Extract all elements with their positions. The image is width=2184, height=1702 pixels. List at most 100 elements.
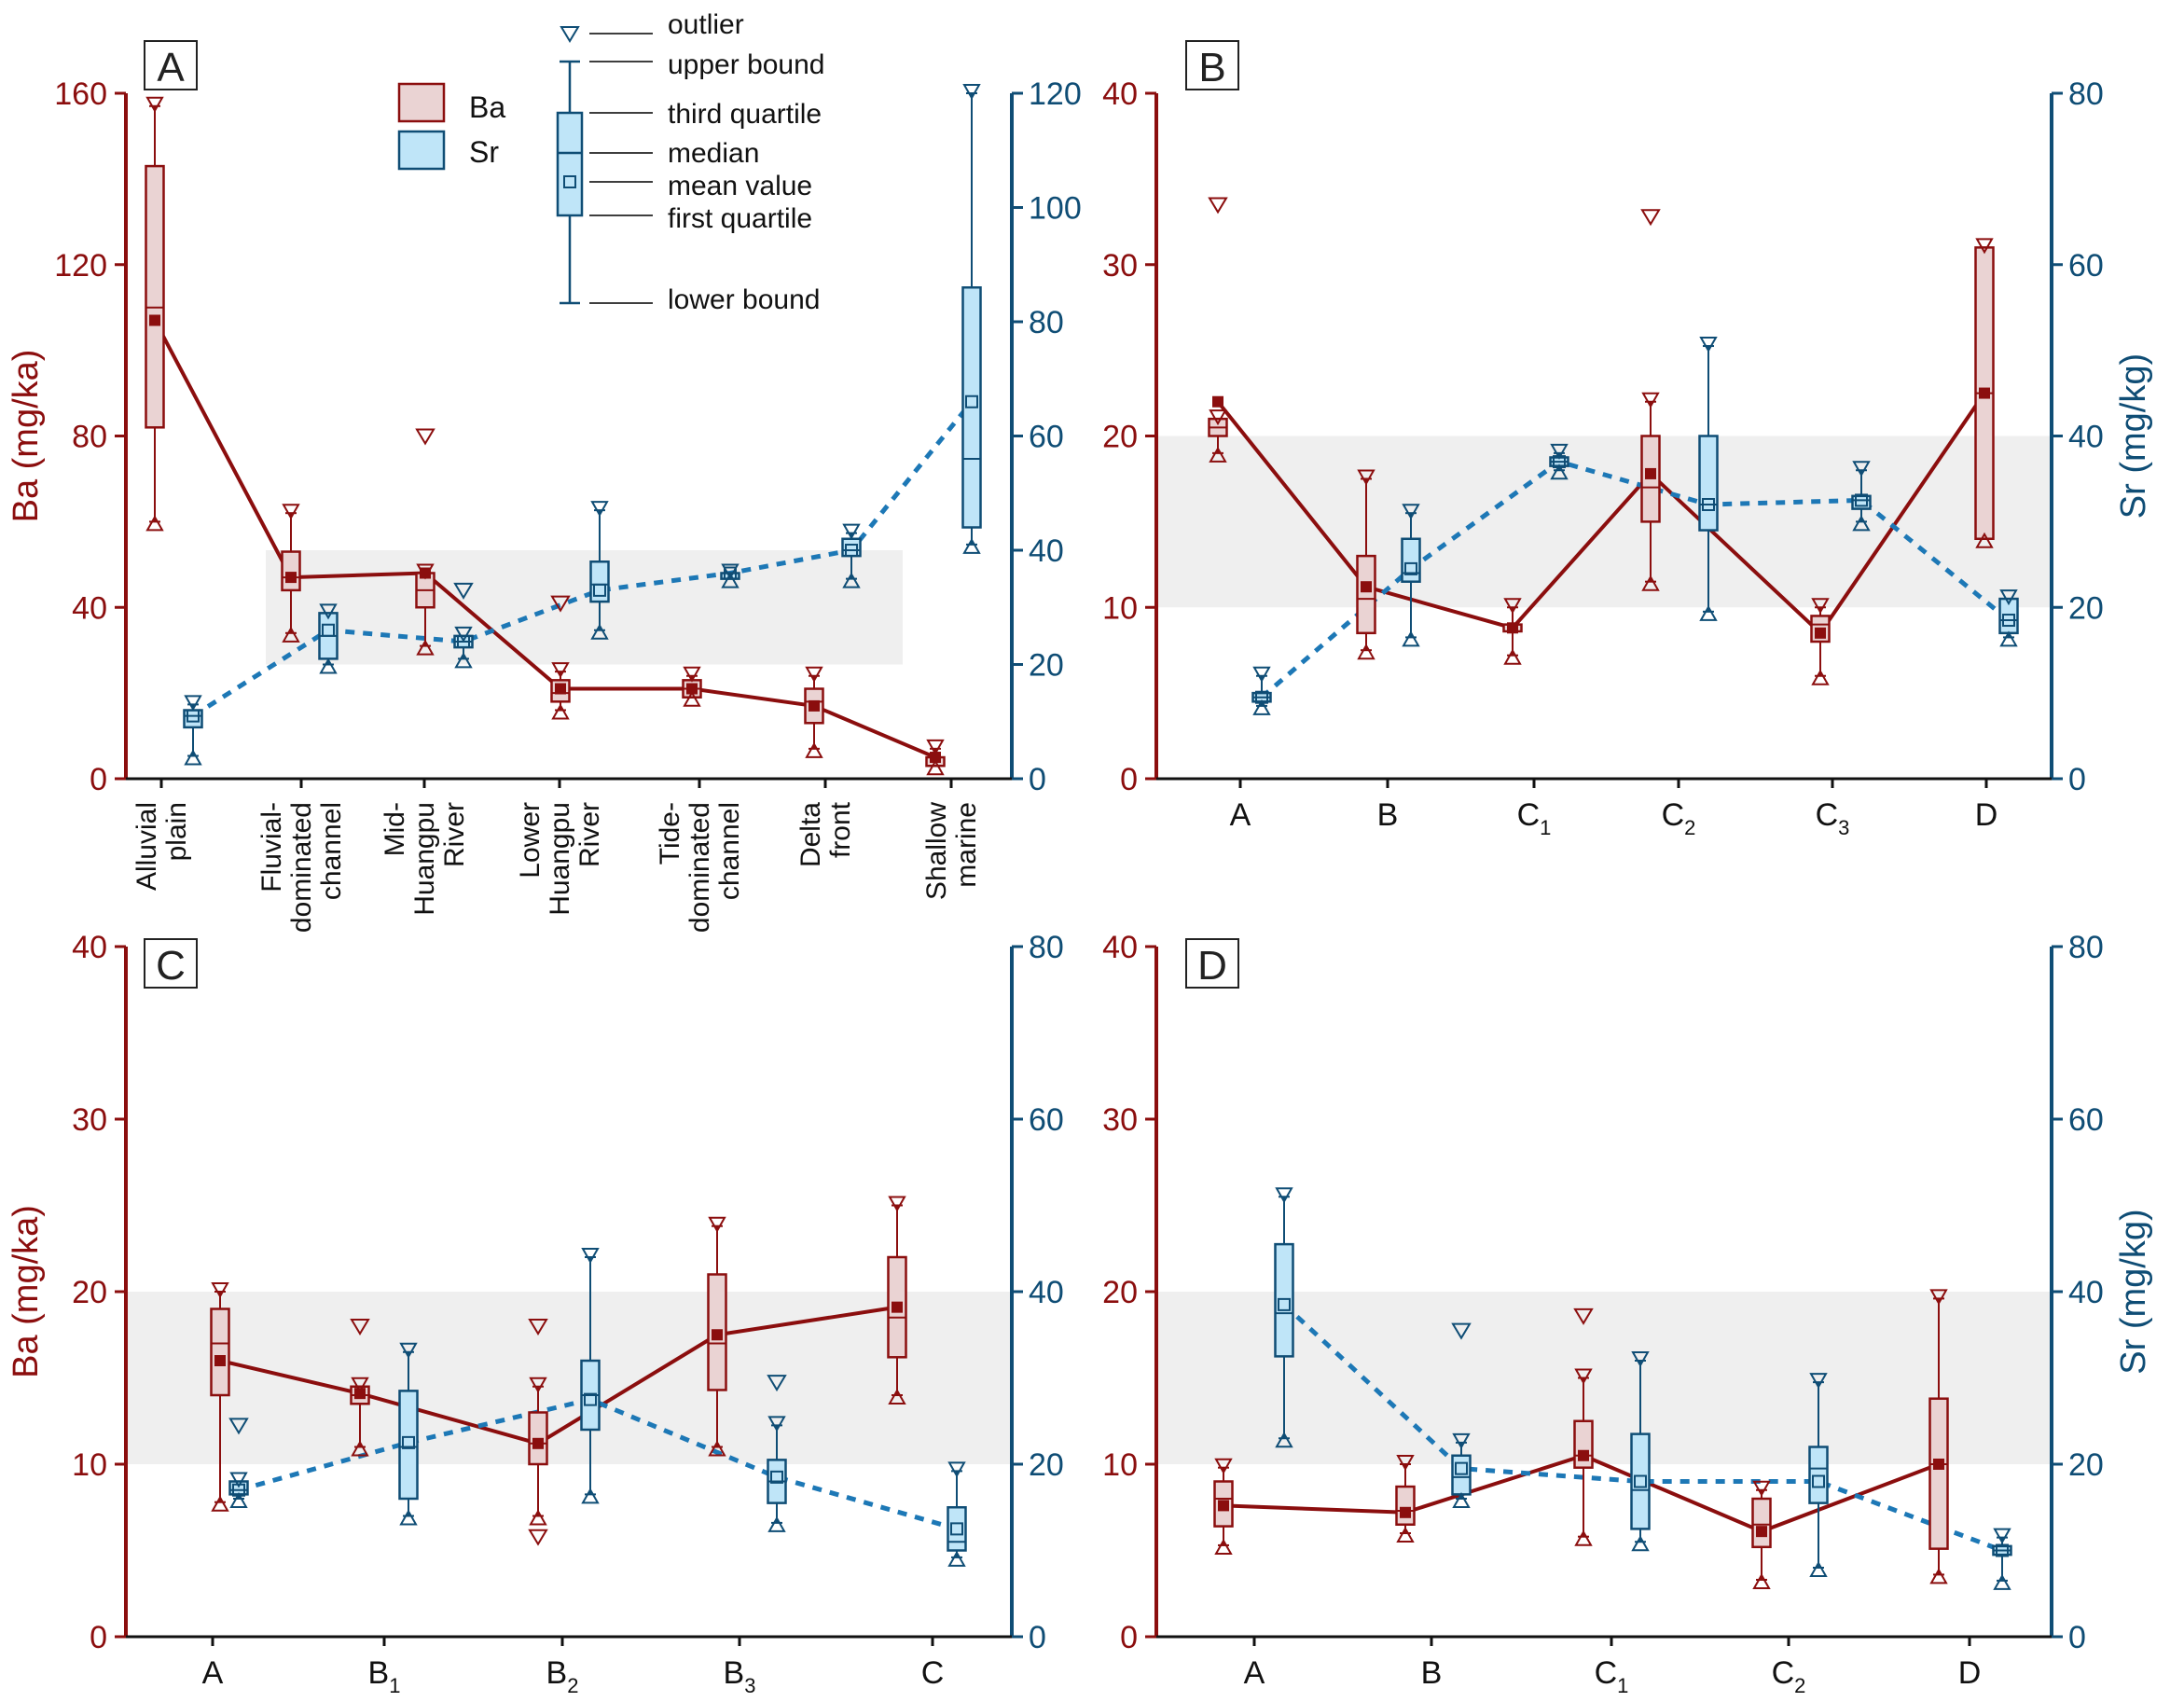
ba-mean-line — [1216, 392, 1986, 636]
left-tick-label: 20 — [1102, 1275, 1138, 1310]
x-category-label-main: A — [202, 1655, 224, 1691]
ba-max-marker — [1503, 598, 1522, 615]
ba-mean-marker — [214, 1355, 226, 1366]
right-tick-label: 20 — [1029, 1447, 1064, 1483]
right-tick-label: 40 — [1029, 533, 1064, 569]
sr-box-3 — [1808, 1373, 1829, 1577]
ba-box-1 — [281, 504, 301, 643]
ba-box-2 — [415, 428, 435, 656]
ba-outlier-marker — [550, 595, 571, 613]
left-tick-label: 40 — [72, 930, 107, 965]
x-category-label-main: B — [368, 1655, 390, 1691]
ba-min-marker — [1752, 1572, 1771, 1589]
sr-min-marker — [1993, 1573, 2011, 1590]
sr-min-marker — [1999, 630, 2018, 647]
sr-box-0 — [228, 1418, 249, 1508]
x-category-label: Shallow — [921, 802, 952, 900]
x-category-label: C1 — [1517, 797, 1552, 839]
ba-min-marker — [282, 626, 300, 643]
ba-mean-marker — [1400, 1506, 1411, 1518]
sr-box-0 — [1251, 666, 1272, 715]
right-tick-label: 40 — [2068, 420, 2104, 455]
sr-max-marker — [399, 1342, 418, 1359]
key-box — [556, 111, 584, 217]
sr-max-marker — [1699, 337, 1718, 353]
x-category-label-subscript: 2 — [1684, 816, 1695, 839]
ba-box-3 — [1640, 209, 1661, 591]
ba-mean-marker — [354, 1388, 366, 1400]
x-category-label: channel — [714, 802, 745, 900]
x-category-label: Huangpu — [409, 802, 440, 916]
ba-mean-marker — [1507, 622, 1518, 634]
panel-title-box — [144, 938, 198, 989]
ba-mean-marker — [1361, 581, 1372, 593]
right-tick-label: 80 — [2068, 76, 2104, 112]
sr-box-1 — [1451, 1322, 1472, 1508]
x-category-label: Fluvial- — [256, 802, 287, 893]
ba-min-marker — [551, 703, 570, 720]
left-axis-title: Ba (mg/ka) — [7, 350, 46, 523]
ba-box-3 — [1751, 1480, 1772, 1589]
ba-outlier-marker — [350, 1319, 370, 1335]
panel-title: A — [157, 45, 185, 90]
reference-band — [126, 1292, 1012, 1464]
panel-title-box — [1185, 40, 1239, 90]
sr-mean-marker — [1278, 1297, 1291, 1311]
key-label-outlier: outlier — [668, 9, 744, 40]
ba-outlier-marker — [415, 428, 435, 446]
panel-title: C — [156, 943, 186, 989]
ba-box-2 — [1573, 1308, 1594, 1546]
ba-max-marker — [926, 739, 945, 755]
legend-label-ba: Ba — [469, 90, 505, 124]
x-category-label: River — [574, 802, 605, 867]
ba-max-marker — [211, 1282, 229, 1299]
left-tick-label: 20 — [1102, 420, 1138, 455]
sr-mean-marker — [232, 1483, 245, 1497]
sr-min-marker — [962, 537, 981, 554]
right-tick-label: 20 — [1029, 648, 1064, 684]
ba-mean-marker — [149, 314, 160, 326]
x-category-label: Huangpu — [545, 802, 575, 916]
sr-max-marker — [1275, 1187, 1293, 1204]
x-category-label-main: C — [1816, 797, 1839, 833]
sr-box-2 — [453, 582, 474, 669]
right-tick-label: 40 — [1029, 1275, 1064, 1310]
sr-mean-marker — [322, 623, 335, 637]
sr-box-1 — [1401, 504, 1421, 647]
sr-mean-marker — [593, 583, 606, 597]
x-category-label: Alluvial — [131, 802, 162, 891]
ba-max-marker — [351, 1377, 369, 1393]
key-outlier-marker — [560, 26, 580, 43]
x-category-label: D — [1958, 1655, 1982, 1691]
key-label-q3: third quartile — [668, 99, 822, 130]
chart-panel-a: A 0 40 80 120 160 0 20 40 60 80 100 120 Ba (mg/ka) All… — [7, 40, 1082, 933]
ba-max-marker — [888, 1196, 906, 1212]
x-category-label: dominated — [684, 802, 715, 933]
x-category-label: C1 — [1595, 1655, 1629, 1697]
panel-title: D — [1197, 943, 1227, 989]
sr-max-marker — [1999, 589, 2018, 606]
ba-max-marker — [1214, 1458, 1233, 1474]
right-tick-label: 60 — [1029, 1102, 1064, 1138]
panel-title-box — [144, 40, 198, 90]
reference-band — [266, 550, 903, 665]
ba-mean-marker — [1218, 1500, 1229, 1512]
left-tick-label: 10 — [1102, 590, 1138, 626]
legend: Ba Sr — [397, 82, 505, 171]
key-label-median: median — [668, 138, 759, 169]
right-axis-title: Sr (mg/kg) — [2114, 353, 2153, 519]
sr-max-marker — [581, 1248, 600, 1265]
left-tick-label: 0 — [1120, 1620, 1138, 1655]
ba-iqr-box — [145, 164, 165, 429]
ba-box-0 — [210, 1282, 230, 1512]
ba-box-0 — [1208, 197, 1228, 463]
ba-box-0 — [145, 96, 165, 532]
ba-outlier-marker — [1640, 209, 1661, 227]
ba-outlier-marker — [528, 1529, 548, 1546]
sr-min-marker — [1252, 699, 1271, 715]
x-category-label-main: D — [1975, 797, 1998, 833]
key-label-upper: upper bound — [668, 49, 825, 80]
ba-outlier-marker — [1208, 197, 1228, 214]
boxplot-key: outlier upper bound third quartile media… — [556, 9, 825, 315]
